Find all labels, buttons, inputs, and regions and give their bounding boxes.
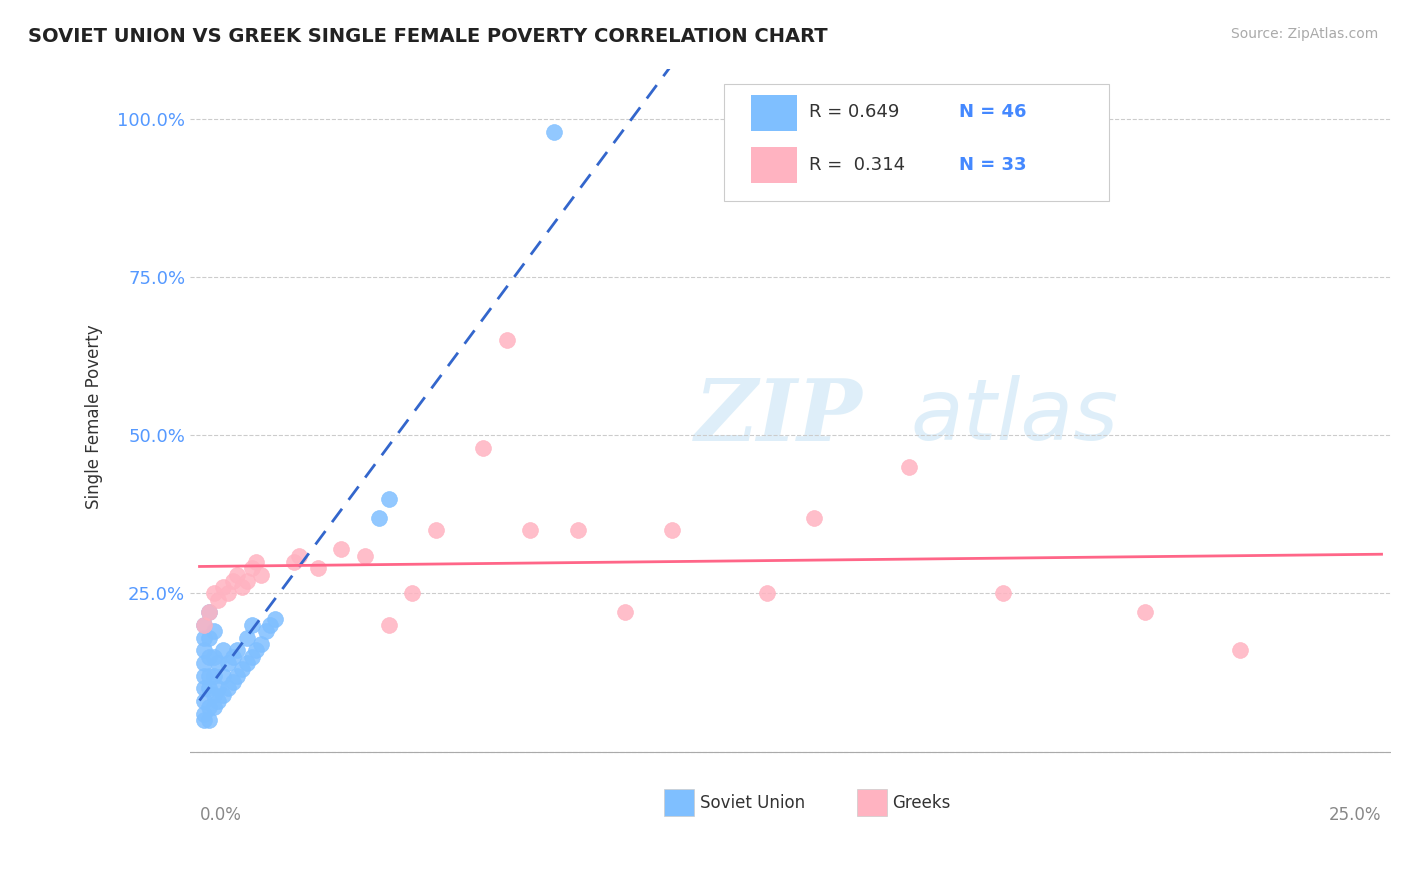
Point <box>207 681 229 696</box>
Point <box>661 523 683 537</box>
Point <box>198 669 221 683</box>
Point <box>264 612 287 626</box>
Point <box>202 649 225 664</box>
Text: 25.0%: 25.0% <box>1329 806 1382 824</box>
Point <box>240 649 263 664</box>
Text: Greeks: Greeks <box>893 794 950 812</box>
Text: R = 0.649: R = 0.649 <box>808 103 898 121</box>
Point <box>543 125 565 139</box>
Y-axis label: Single Female Poverty: Single Female Poverty <box>86 324 103 508</box>
Point <box>354 549 377 563</box>
Text: Soviet Union: Soviet Union <box>700 794 806 812</box>
Point <box>217 681 239 696</box>
Point <box>198 713 221 727</box>
Point <box>217 656 239 670</box>
Point <box>193 631 215 645</box>
Point <box>212 669 235 683</box>
Point <box>198 700 221 714</box>
Point <box>226 567 249 582</box>
Point <box>245 555 267 569</box>
Point <box>1229 643 1251 657</box>
Point <box>207 592 229 607</box>
Point <box>231 662 253 676</box>
Point <box>250 567 273 582</box>
Point <box>198 606 221 620</box>
Point <box>288 549 311 563</box>
Point <box>198 631 221 645</box>
Point <box>240 561 263 575</box>
Point <box>236 656 259 670</box>
Point <box>377 618 399 632</box>
Point <box>198 649 221 664</box>
Point <box>193 694 215 708</box>
FancyBboxPatch shape <box>751 95 797 131</box>
Text: R =  0.314: R = 0.314 <box>808 155 904 174</box>
Text: 0.0%: 0.0% <box>200 806 242 824</box>
Point <box>330 542 353 557</box>
Point <box>193 656 215 670</box>
Point <box>993 586 1015 600</box>
Point <box>245 643 267 657</box>
Point <box>212 688 235 702</box>
Point <box>254 624 277 639</box>
Point <box>425 523 447 537</box>
Point <box>377 491 399 506</box>
Point <box>1133 606 1156 620</box>
FancyBboxPatch shape <box>856 789 887 816</box>
Point <box>198 681 221 696</box>
Text: SOVIET UNION VS GREEK SINGLE FEMALE POVERTY CORRELATION CHART: SOVIET UNION VS GREEK SINGLE FEMALE POVE… <box>28 27 828 45</box>
Point <box>226 643 249 657</box>
Point <box>221 574 243 588</box>
Point <box>897 460 920 475</box>
Text: N = 33: N = 33 <box>959 155 1026 174</box>
Point <box>614 606 637 620</box>
Point <box>236 574 259 588</box>
Point <box>519 523 541 537</box>
Point <box>193 618 215 632</box>
Point <box>193 643 215 657</box>
Point <box>221 675 243 690</box>
Point <box>307 561 329 575</box>
Point <box>231 580 253 594</box>
Point <box>803 510 825 524</box>
Point <box>198 606 221 620</box>
Point <box>472 441 495 455</box>
Text: N = 46: N = 46 <box>959 103 1026 121</box>
Point <box>212 580 235 594</box>
Point <box>202 669 225 683</box>
Point <box>221 649 243 664</box>
FancyBboxPatch shape <box>751 147 797 184</box>
Point <box>207 656 229 670</box>
Point <box>202 586 225 600</box>
Point <box>193 706 215 721</box>
Text: ZIP: ZIP <box>695 375 862 458</box>
Point <box>401 586 423 600</box>
FancyBboxPatch shape <box>724 84 1109 201</box>
FancyBboxPatch shape <box>665 789 695 816</box>
Point <box>193 713 215 727</box>
Point <box>368 510 391 524</box>
Point <box>567 523 589 537</box>
Point <box>202 700 225 714</box>
Point <box>283 555 305 569</box>
Point <box>240 618 263 632</box>
Point <box>226 669 249 683</box>
Point <box>755 586 778 600</box>
Point <box>495 334 517 348</box>
Point <box>193 618 215 632</box>
Text: Source: ZipAtlas.com: Source: ZipAtlas.com <box>1230 27 1378 41</box>
Point <box>202 624 225 639</box>
Point <box>236 631 259 645</box>
Point <box>212 643 235 657</box>
Point <box>207 694 229 708</box>
Point <box>202 688 225 702</box>
Point <box>193 669 215 683</box>
Text: atlas: atlas <box>911 375 1119 458</box>
Point <box>259 618 281 632</box>
Point <box>217 586 239 600</box>
Point <box>193 681 215 696</box>
Point <box>250 637 273 651</box>
